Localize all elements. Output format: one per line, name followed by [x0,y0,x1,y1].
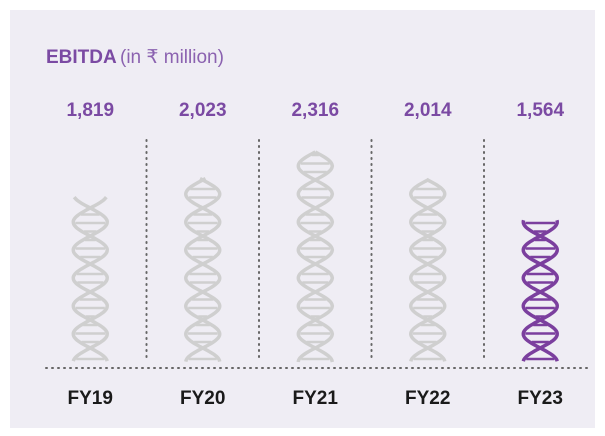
value-label: 1,564 [516,100,564,121]
helix-strand [409,177,447,362]
helix-strand [184,177,222,362]
helix-strand [521,219,559,362]
x-tick-label: FY20 [180,388,225,409]
bar [184,177,222,362]
x-tick-label: FY21 [293,388,339,409]
helix-strand [71,196,109,362]
helix-strand [184,177,222,362]
helix-strand [521,219,559,362]
bar [71,196,109,362]
bar [409,177,447,362]
helix-strand [296,150,335,363]
bar [521,219,559,362]
helix-strand [296,150,335,363]
x-tick-label: FY23 [518,388,563,409]
value-label: 2,023 [179,100,227,121]
value-label: 2,014 [404,100,452,121]
x-tick-label: FY19 [68,388,113,409]
helix-strand [409,177,447,362]
panel [10,10,595,428]
x-tick-label: FY22 [405,388,450,409]
value-label: 2,316 [291,100,339,121]
helix-strand [71,196,109,362]
bar [296,150,335,363]
chart-subtitle: (in ₹ million) [120,47,224,68]
value-label: 1,819 [66,100,114,121]
chart-title: EBITDA [46,47,117,68]
